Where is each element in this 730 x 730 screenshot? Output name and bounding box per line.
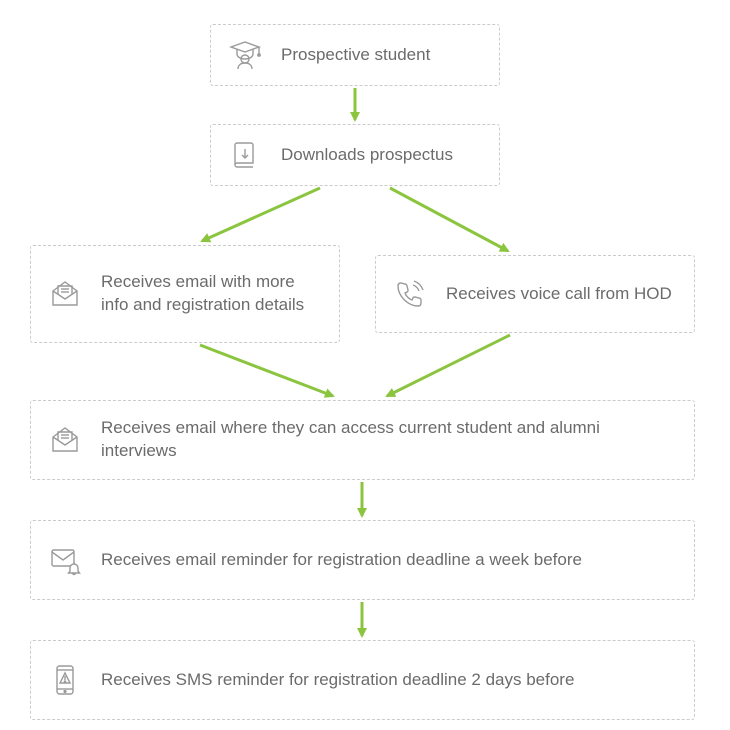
- envelope-icon: [47, 422, 83, 458]
- node-label: Downloads prospectus: [281, 144, 453, 167]
- node-email-info: Receives email with more info and regist…: [30, 245, 340, 343]
- phone-alert-icon: [47, 662, 83, 698]
- book-icon: [227, 137, 263, 173]
- node-label: Receives voice call from HOD: [446, 283, 672, 306]
- node-downloads-prospectus: Downloads prospectus: [210, 124, 500, 186]
- node-prospective-student: Prospective student: [210, 24, 500, 86]
- flow-arrows: [0, 0, 730, 730]
- phone-icon: [392, 276, 428, 312]
- envelope-icon: [47, 276, 83, 312]
- node-label: Receives email where they can access cur…: [101, 417, 678, 463]
- node-email-reminder: Receives email reminder for registration…: [30, 520, 695, 600]
- node-voice-call: Receives voice call from HOD: [375, 255, 695, 333]
- node-label: Prospective student: [281, 44, 430, 67]
- envelope-bell-icon: [47, 542, 83, 578]
- node-email-interviews: Receives email where they can access cur…: [30, 400, 695, 480]
- node-label: Receives SMS reminder for registration d…: [101, 669, 574, 692]
- graduate-icon: [227, 37, 263, 73]
- node-sms-reminder: Receives SMS reminder for registration d…: [30, 640, 695, 720]
- node-label: Receives email with more info and regist…: [101, 271, 323, 317]
- node-label: Receives email reminder for registration…: [101, 549, 582, 572]
